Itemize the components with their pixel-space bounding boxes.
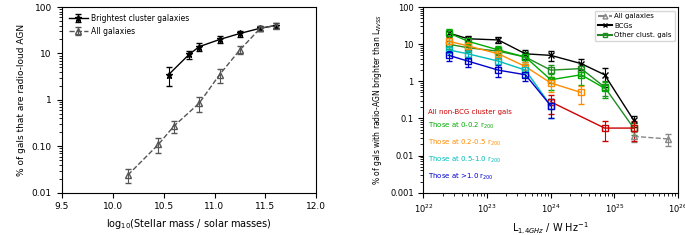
Text: Those at 0.2-0.5 r$_{200}$: Those at 0.2-0.5 r$_{200}$: [429, 138, 501, 148]
X-axis label: L$_{1.4GHz}$ / W Hz$^{-1}$: L$_{1.4GHz}$ / W Hz$^{-1}$: [512, 220, 589, 235]
Text: Those at 0-0.2 r$_{200}$: Those at 0-0.2 r$_{200}$: [429, 121, 495, 131]
Text: Those at >1.0 r$_{200}$: Those at >1.0 r$_{200}$: [429, 171, 495, 182]
Y-axis label: % of gals with radio-AGN brighter than L$_{NVSS}$: % of gals with radio-AGN brighter than L…: [371, 14, 384, 185]
Text: All non-BCG cluster gals: All non-BCG cluster gals: [429, 109, 512, 115]
Legend: All galaxies, BCGs, Other clust. gals: All galaxies, BCGs, Other clust. gals: [595, 11, 675, 41]
Text: Those at 0.5-1.0 r$_{200}$: Those at 0.5-1.0 r$_{200}$: [429, 155, 502, 165]
X-axis label: log$_{10}$(Stellar mass / solar masses): log$_{10}$(Stellar mass / solar masses): [106, 217, 272, 231]
Legend: Brightest cluster galaxies, All galaxies: Brightest cluster galaxies, All galaxies: [66, 11, 192, 39]
Y-axis label: % of gals that are radio-loud AGN: % of gals that are radio-loud AGN: [17, 24, 26, 176]
